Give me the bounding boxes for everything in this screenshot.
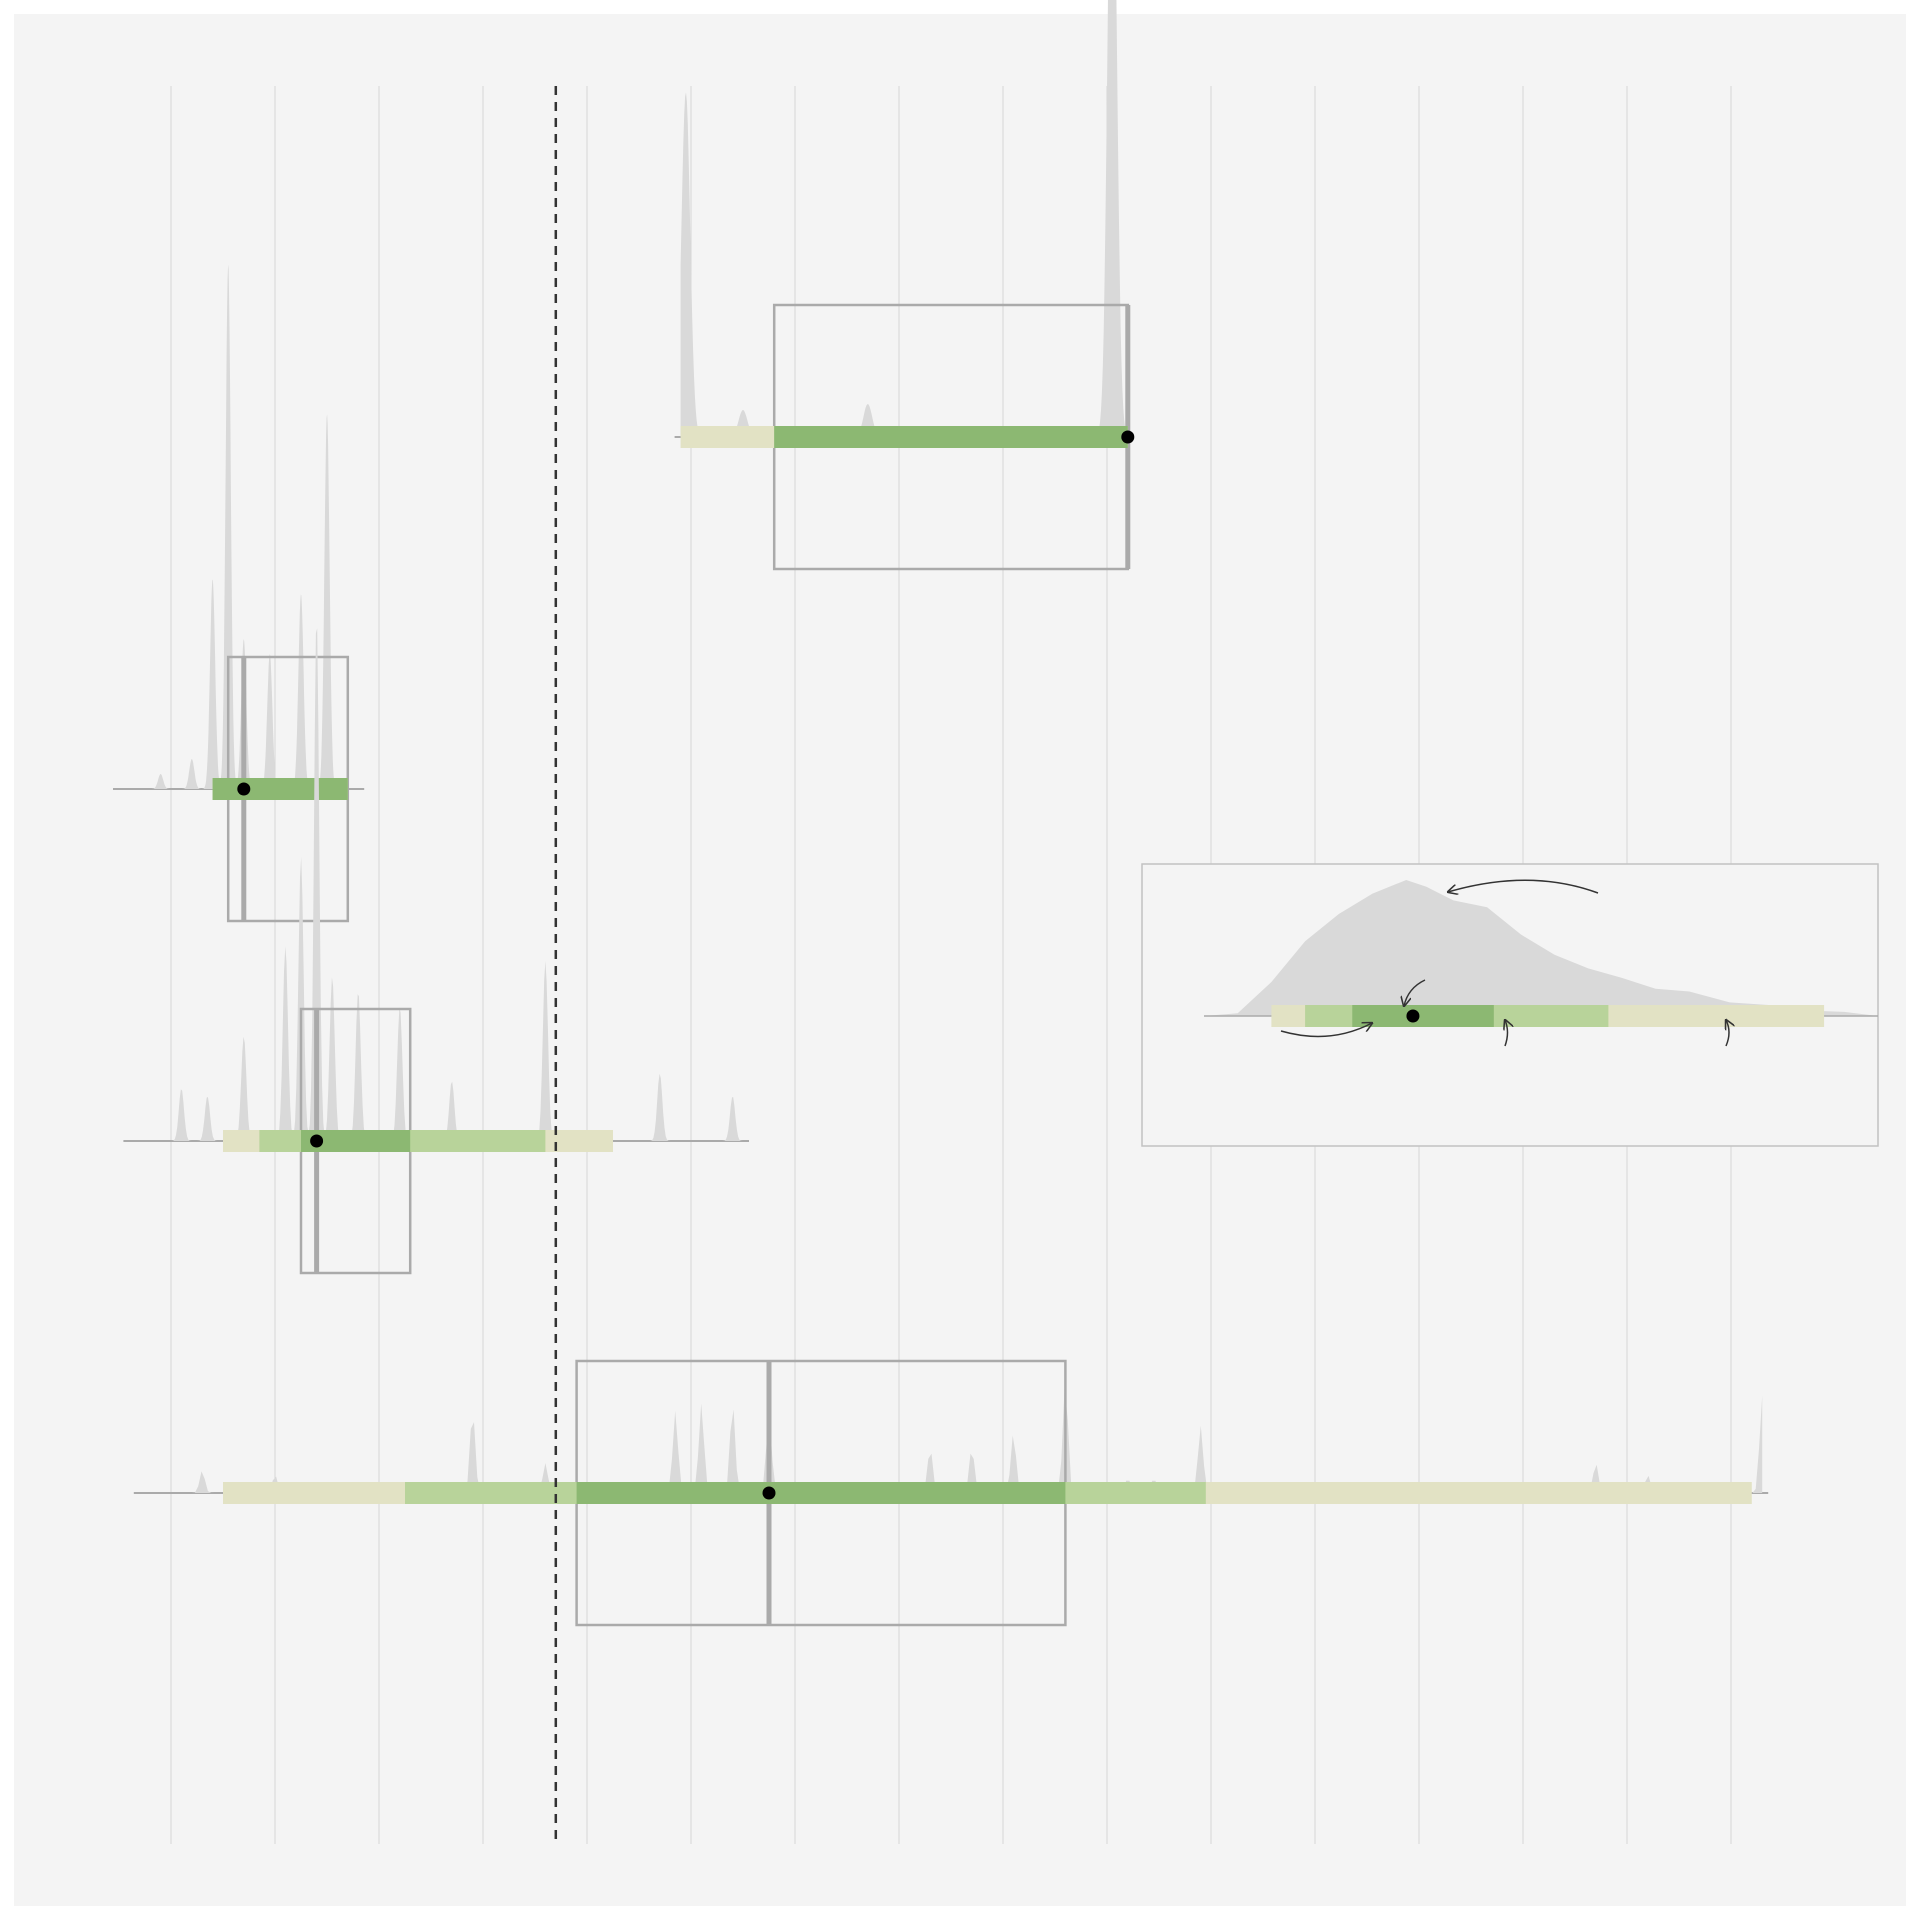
legend-inset	[1141, 863, 1879, 1147]
interval-inner	[576, 1482, 1066, 1504]
interval-inner	[301, 1130, 411, 1152]
inset-interval-inner	[1352, 1005, 1494, 1027]
arrow-density	[1448, 879, 1599, 893]
series-row-4	[133, 1359, 1769, 1627]
point-estimate	[762, 1486, 776, 1500]
series-row-1	[674, 0, 1135, 571]
inset-density	[1204, 880, 1878, 1016]
series-row-3	[123, 628, 749, 1275]
series-row-2	[113, 264, 365, 923]
density-curve	[139, 1386, 1763, 1493]
inset-point	[1406, 1009, 1420, 1023]
point-estimate	[310, 1134, 324, 1148]
arrow-inner-interval	[1280, 1023, 1372, 1038]
interval-inner	[774, 426, 1128, 448]
arrow-middle-interval	[1505, 1020, 1508, 1047]
arrow-outer-interval	[1726, 1020, 1729, 1047]
point-estimate	[237, 782, 251, 796]
series-layer	[113, 0, 1769, 1627]
point-estimate	[1121, 430, 1135, 444]
arrow-point	[1404, 979, 1426, 1006]
interval-inner	[212, 778, 348, 800]
